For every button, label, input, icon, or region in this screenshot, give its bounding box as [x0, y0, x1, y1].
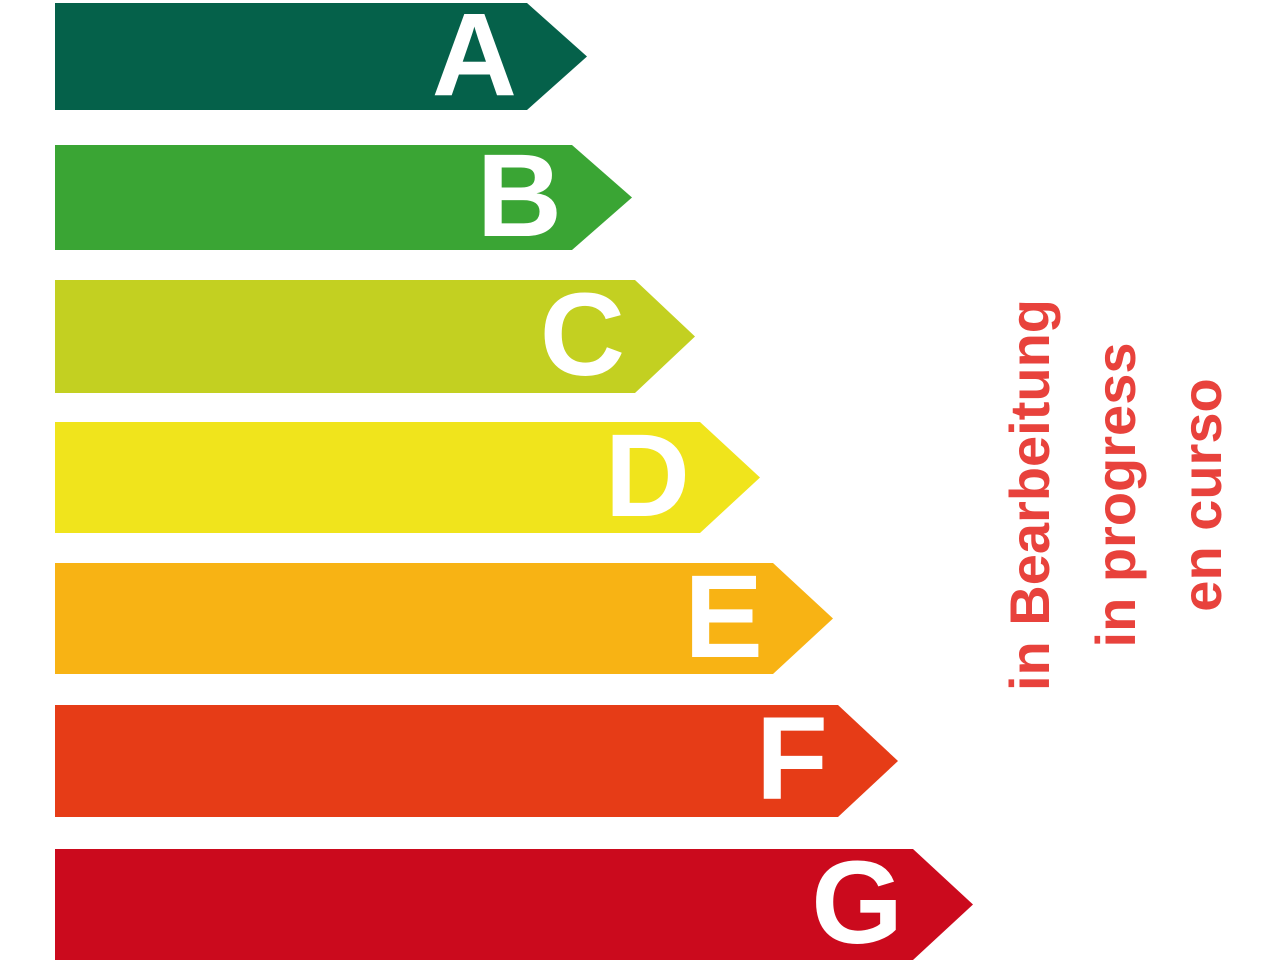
- energy-class-letter: F: [755, 693, 828, 825]
- energy-bar-f: F: [55, 705, 898, 817]
- energy-class-letter: D: [604, 409, 690, 542]
- energy-bar-e: E: [55, 563, 833, 674]
- energy-class-letter: C: [539, 268, 625, 401]
- energy-bar-a: A: [55, 3, 587, 110]
- status-line-es: en curso: [1170, 378, 1233, 612]
- energy-class-letter: E: [684, 550, 763, 683]
- energy-bar-c: C: [55, 280, 695, 393]
- energy-bar-d: D: [55, 422, 760, 533]
- energy-bar-g: G: [55, 849, 973, 960]
- energy-bar-b: B: [55, 145, 632, 250]
- status-text-rotated: in Bearbeitung in progress en curso: [981, 215, 1251, 775]
- status-line-de: in Bearbeitung: [998, 298, 1061, 692]
- energy-class-letter: G: [811, 836, 903, 960]
- energy-class-letter: B: [476, 129, 562, 262]
- status-line-en: in progress: [1084, 342, 1147, 648]
- energy-class-letter: A: [431, 0, 517, 121]
